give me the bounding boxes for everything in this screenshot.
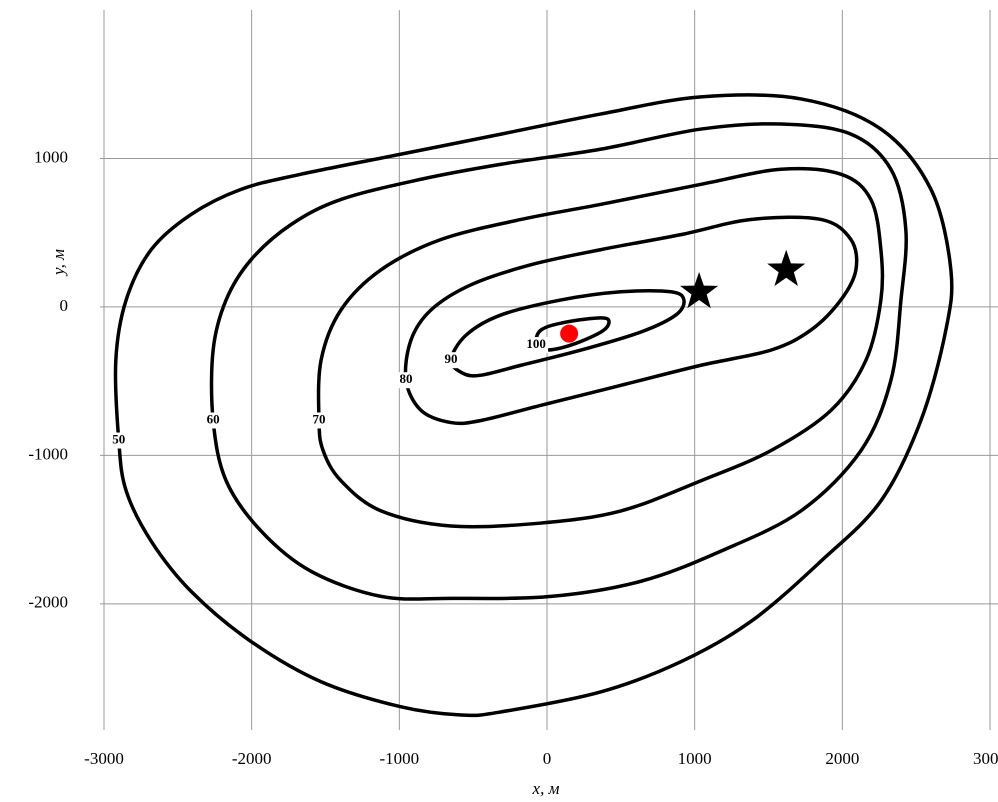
contour-label: 100 bbox=[526, 336, 546, 351]
star-marker bbox=[680, 272, 719, 309]
contour-label: 50 bbox=[112, 431, 125, 446]
x-tick-label: 3000 bbox=[973, 749, 998, 768]
y-tick-label: -2000 bbox=[28, 593, 68, 612]
x-axis-label: x, м bbox=[532, 779, 560, 798]
contour-line bbox=[403, 215, 859, 426]
x-tick-label: -2000 bbox=[232, 749, 272, 768]
contour-label-bg bbox=[524, 337, 549, 354]
x-tick-label: 2000 bbox=[825, 749, 859, 768]
x-tick-label: -1000 bbox=[379, 749, 419, 768]
star-marker bbox=[767, 249, 806, 286]
contour-line bbox=[113, 93, 954, 718]
y-tick-label: 1000 bbox=[34, 147, 68, 166]
contour-label: 80 bbox=[399, 371, 412, 386]
contour-line bbox=[534, 316, 611, 352]
contour-label-bg bbox=[307, 412, 332, 429]
x-tick-label: -3000 bbox=[84, 749, 124, 768]
x-tick-label: 0 bbox=[543, 749, 552, 768]
contour-label-bg bbox=[201, 412, 226, 429]
y-tick-label: -1000 bbox=[28, 444, 68, 463]
contour-label-bg bbox=[393, 372, 418, 389]
contour-label: 60 bbox=[207, 411, 220, 426]
contour-label: 70 bbox=[313, 411, 326, 426]
contour-line bbox=[449, 288, 686, 378]
contour-label-bg bbox=[106, 432, 131, 449]
contour-label-bg bbox=[439, 352, 464, 369]
y-tick-label: 0 bbox=[60, 296, 69, 315]
point-marker bbox=[560, 324, 579, 343]
contour-line bbox=[316, 166, 885, 529]
x-tick-label: 1000 bbox=[678, 749, 712, 768]
contour-line bbox=[209, 122, 908, 601]
y-axis-label: y, м bbox=[49, 249, 68, 277]
contour-label: 90 bbox=[445, 351, 458, 366]
